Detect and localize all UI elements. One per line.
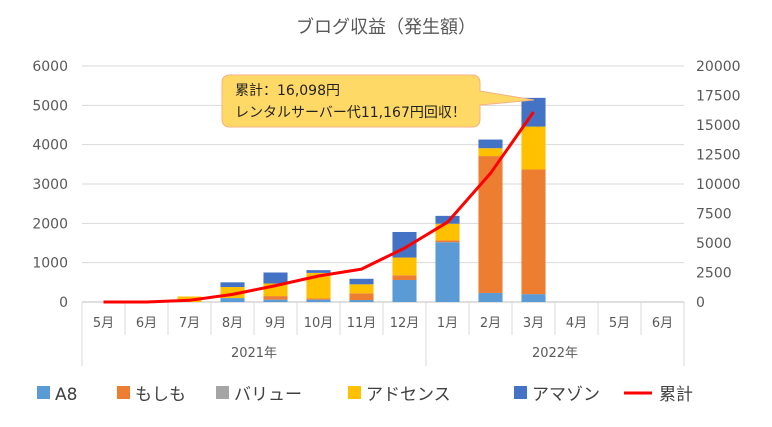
y2-tick-label: 5000 <box>696 236 732 252</box>
bar-segment <box>392 275 417 280</box>
bar-segment <box>478 139 503 149</box>
bar-segment <box>263 299 288 302</box>
axes: 0 1000 2000 3000 4000 5000 6000 0 2500 5000 7500 10… <box>32 59 741 366</box>
callout-bubble <box>221 74 535 128</box>
bar-segment <box>392 257 417 276</box>
bar-segment <box>435 215 460 224</box>
bar-segment <box>478 156 503 293</box>
category-label: 6月 <box>652 316 673 331</box>
legend-swatch <box>117 386 130 399</box>
bar-segment <box>435 240 460 243</box>
y2-tick-label: 10000 <box>696 177 741 193</box>
bar-segment <box>435 242 460 302</box>
cumulative-line <box>103 111 535 304</box>
category-label: 5月 <box>93 316 114 331</box>
y2-tick-label: 2500 <box>696 266 732 282</box>
y-tick-label: 4000 <box>32 138 68 154</box>
category-label: 1月 <box>437 316 458 331</box>
category-label: 12月 <box>390 316 420 331</box>
callout-server-text: レンタルサーバー代11,167円回収！ <box>235 105 466 121</box>
year-label: 2021年 <box>231 346 277 361</box>
category-label: 8月 <box>222 316 243 331</box>
bar-segment <box>349 284 374 294</box>
chart-title: ブログ収益（発生額） <box>296 16 476 38</box>
bar-segment <box>478 148 503 157</box>
legend-swatch <box>216 386 229 399</box>
y-tick-label: 1000 <box>32 256 68 272</box>
legend-label: もしも <box>135 385 186 405</box>
callout: 累計：16,098円 レンタルサーバー代11,167円回収！ <box>221 74 535 128</box>
bars <box>177 97 546 302</box>
category-label: 2月 <box>480 316 501 331</box>
bar-segment <box>349 300 374 302</box>
bar-segment <box>220 287 245 299</box>
bar-segment <box>521 294 546 302</box>
y2-tick-label: 20000 <box>696 59 741 75</box>
category-label: 4月 <box>566 316 587 331</box>
y-tick-label: 0 <box>59 295 68 311</box>
category-label: 3月 <box>523 316 544 331</box>
y-tick-label: 5000 <box>32 98 68 114</box>
year-label: 2022年 <box>532 346 578 361</box>
bar-segment <box>263 296 288 300</box>
bar-segment <box>220 298 245 302</box>
bar-segment <box>435 223 460 241</box>
callout-total-text: 累計：16,098円 <box>235 83 340 99</box>
bar-segment <box>521 126 546 170</box>
legend-swatch <box>514 386 527 399</box>
bar-segment <box>263 272 288 284</box>
category-label: 6月 <box>136 316 157 331</box>
bar-segment <box>521 169 546 295</box>
legend-label: アマゾン <box>532 385 600 405</box>
legend-label: 累計 <box>659 385 693 405</box>
bar-segment <box>478 292 503 302</box>
y-tick-label: 3000 <box>32 177 68 193</box>
legend: A8 もしも バリュー アドセンス アマゾン 累計 <box>37 385 693 405</box>
bar-segment <box>306 270 331 273</box>
bar-segment <box>306 298 331 300</box>
category-label: 9月 <box>265 316 286 331</box>
legend-label: A8 <box>55 385 77 405</box>
y-tick-label: 6000 <box>32 59 68 75</box>
bar-segment <box>349 278 374 285</box>
bar-segment <box>220 282 245 288</box>
category-label: 10月 <box>304 316 334 331</box>
y2-tick-label: 0 <box>696 295 705 311</box>
bar-segment <box>349 293 374 301</box>
category-label: 5月 <box>609 316 630 331</box>
y2-tick-label: 17500 <box>696 89 741 105</box>
legend-swatch <box>348 386 361 399</box>
cumulative-line-path <box>103 111 535 304</box>
y2-tick-label: 7500 <box>696 207 732 223</box>
legend-label: アドセンス <box>366 385 451 405</box>
bar-segment <box>306 299 331 302</box>
y2-tick-label: 15000 <box>696 118 741 134</box>
category-label: 7月 <box>179 316 200 331</box>
category-label: 11月 <box>347 316 377 331</box>
legend-swatch <box>37 386 50 399</box>
bar-segment <box>392 279 417 302</box>
y-tick-label: 2000 <box>32 216 68 232</box>
legend-label: バリュー <box>234 385 302 405</box>
y2-tick-label: 12500 <box>696 148 741 164</box>
